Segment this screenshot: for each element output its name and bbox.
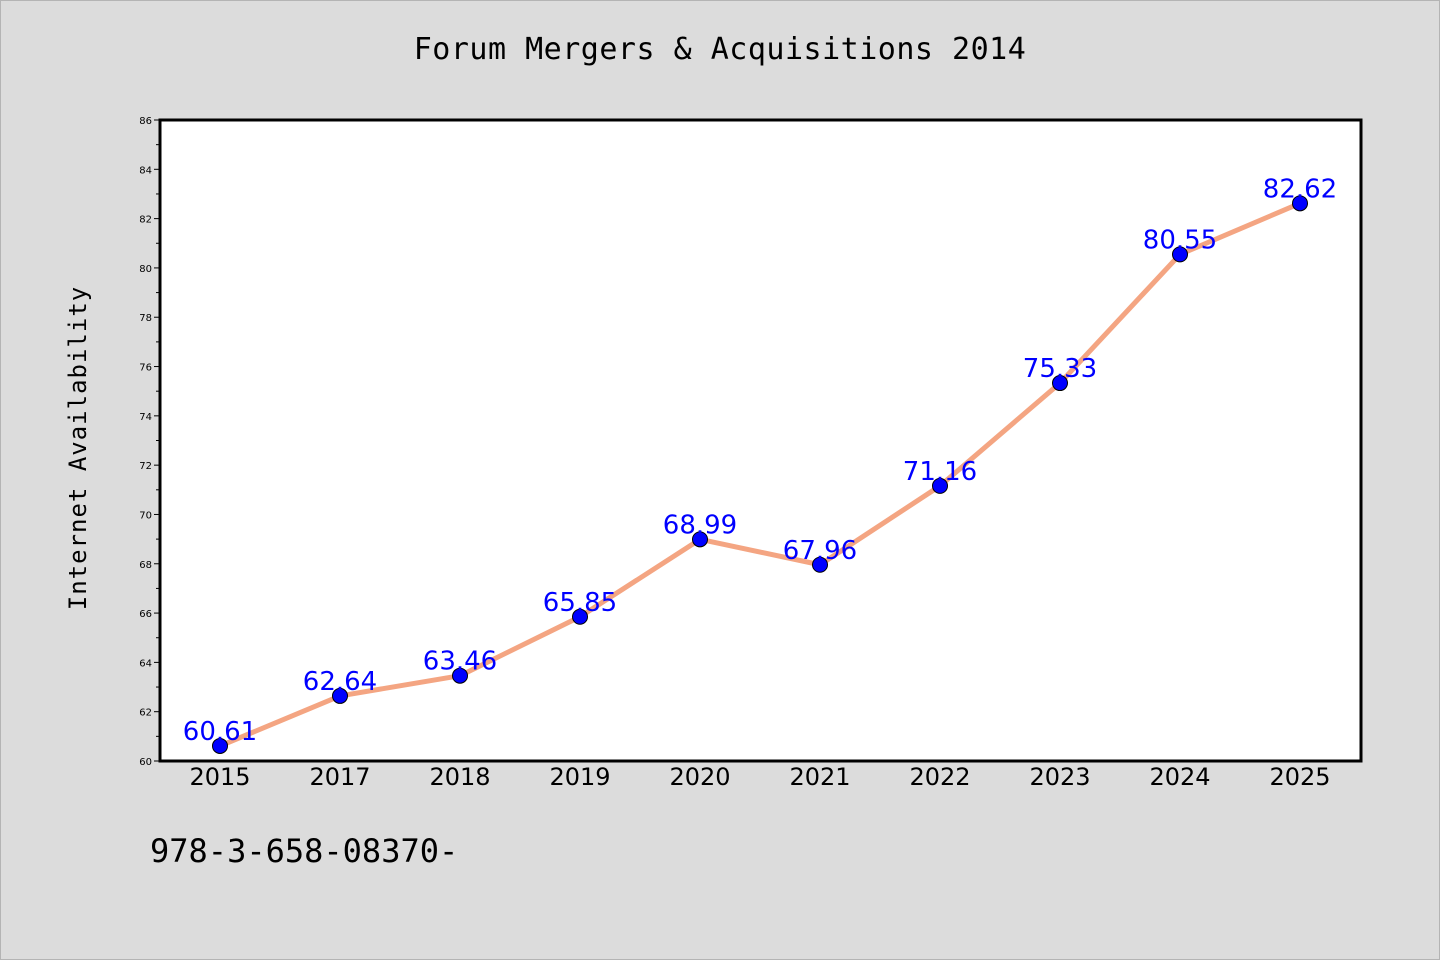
chart-title: Forum Mergers & Acquisitions 2014 [413, 32, 1027, 67]
y-tick-label: 66 [139, 609, 152, 620]
data-point-marker [1052, 375, 1068, 392]
data-value-label: 71.16 [903, 457, 977, 487]
y-tick-label: 78 [139, 313, 152, 324]
data-point-marker [812, 556, 828, 573]
data-value-label: 62.64 [303, 667, 377, 697]
y-tick-label: 64 [139, 658, 152, 669]
x-axis: 2015 2017 2018 2019 2020 2021 2022 2023 2024 2025 [189, 763, 1330, 791]
y-tick-label: 72 [139, 461, 152, 472]
y-tick-label: 84 [139, 165, 152, 176]
data-point-marker [332, 687, 348, 704]
x-tick-label: 2021 [789, 763, 850, 791]
y-tick-label: 70 [139, 510, 152, 521]
data-value-label: 63.46 [423, 647, 497, 677]
x-tick-label: 2019 [549, 763, 610, 791]
plot-area [158, 118, 1363, 763]
data-value-label: 65.85 [543, 588, 617, 618]
x-tick-label: 2023 [1029, 763, 1090, 791]
data-point-marker [1172, 246, 1188, 263]
x-tick-label: 2015 [189, 763, 250, 791]
data-value-label: 68.99 [663, 510, 737, 540]
data-point-marker [572, 608, 588, 625]
data-point-marker [692, 531, 708, 548]
data-point-marker [452, 667, 468, 684]
x-tick-label: 2018 [429, 763, 490, 791]
y-tick-label: 82 [139, 215, 152, 226]
footer-isbn-text: 978-3-658-08370- [150, 832, 459, 870]
x-tick-label: 2020 [669, 763, 730, 791]
x-tick-label: 2025 [1269, 763, 1330, 791]
x-tick-label: 2022 [909, 763, 970, 791]
y-tick-label: 86 [139, 116, 152, 127]
series-line [217, 200, 1303, 749]
y-tick-label: 62 [139, 708, 152, 719]
y-tick-label: 60 [139, 757, 152, 768]
data-point-marker [212, 737, 228, 754]
marker-group [212, 195, 1308, 754]
y-tick-label: 74 [139, 412, 152, 423]
y-tick-label: 76 [139, 363, 152, 374]
data-value-label: 82.62 [1263, 174, 1337, 204]
x-tick-label: 2017 [309, 763, 370, 791]
data-value-label: 75.33 [1023, 354, 1097, 384]
data-label-group: 60.61 62.64 63.46 65.85 68.99 67.96 71.16 75.33… [183, 174, 1337, 747]
series-line-group [217, 200, 1303, 749]
data-value-label: 80.55 [1143, 225, 1217, 255]
y-axis: 60 62 64 66 68 70 72 74 76 78 80 82 84 86 [139, 116, 160, 768]
data-value-label: 60.61 [183, 717, 257, 747]
x-tick-label: 2024 [1149, 763, 1210, 791]
data-point-marker [932, 477, 948, 494]
y-tick-label: 80 [139, 264, 152, 275]
y-tick-label: 68 [139, 560, 152, 571]
data-point-marker [1292, 195, 1308, 212]
data-value-label: 67.96 [783, 536, 857, 566]
